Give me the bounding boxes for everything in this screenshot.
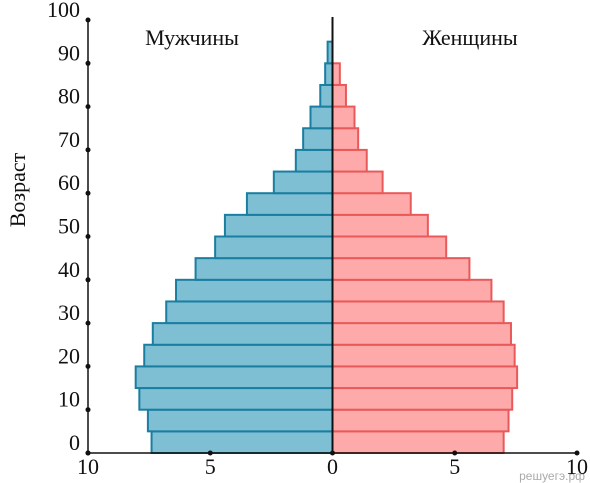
y-tick — [85, 60, 91, 66]
bar — [331, 148, 368, 173]
x-tick-label: 10 — [77, 454, 99, 479]
bar — [331, 300, 505, 325]
y-tick — [85, 147, 91, 153]
bar — [331, 192, 412, 216]
y-tick — [85, 277, 91, 283]
bar — [331, 105, 356, 130]
x-tick — [330, 450, 335, 456]
bar — [331, 343, 516, 368]
bar — [331, 213, 429, 238]
bar — [331, 257, 471, 281]
y-tick — [85, 320, 91, 326]
y-tick-label: 0 — [69, 430, 80, 455]
bar — [331, 387, 514, 411]
y-tick-label: 50 — [58, 214, 80, 239]
x-tick — [452, 450, 458, 456]
bar — [138, 387, 334, 411]
bar — [165, 300, 334, 325]
bar — [134, 365, 334, 390]
y-tick-label: 70 — [58, 127, 80, 152]
bar — [331, 62, 341, 86]
bar — [331, 278, 493, 303]
watermark: решуегэ.рф — [519, 469, 585, 483]
bar — [194, 257, 334, 281]
bar — [214, 235, 334, 260]
x-tick-label: 0 — [327, 454, 338, 479]
y-tick-label: 80 — [58, 84, 80, 109]
bar — [146, 408, 334, 433]
y-tick — [85, 234, 91, 239]
bar — [319, 83, 334, 108]
x-tick — [85, 450, 91, 456]
x-tick — [574, 450, 580, 456]
bar — [331, 408, 510, 433]
bar — [272, 170, 334, 195]
y-tick-label: 60 — [58, 170, 80, 195]
y-axis-label: Возраст — [5, 152, 30, 227]
x-tick-label: 5 — [449, 454, 460, 479]
y-tick-label: 10 — [58, 387, 80, 412]
bar — [331, 365, 519, 390]
bar — [324, 62, 334, 86]
bar — [331, 430, 505, 455]
x-tick — [207, 450, 213, 456]
bar — [331, 170, 384, 195]
y-tick-label: 20 — [58, 343, 80, 368]
y-tick-label: 30 — [58, 300, 80, 325]
bar — [150, 430, 334, 455]
bar — [294, 148, 334, 173]
bar — [331, 127, 360, 151]
x-tick-label: 5 — [205, 454, 216, 479]
bar — [223, 213, 334, 238]
bar — [331, 322, 512, 346]
bar — [331, 235, 448, 260]
bar — [331, 83, 347, 108]
bar — [151, 322, 334, 346]
x-tick-label: 10 — [566, 454, 588, 479]
y-tick — [85, 363, 91, 369]
bar — [309, 105, 334, 130]
legend-label: Женщины — [422, 25, 518, 50]
bar — [143, 343, 334, 368]
y-tick — [85, 17, 91, 23]
y-tick-label: 40 — [58, 257, 80, 282]
bar — [302, 127, 334, 151]
y-tick — [85, 407, 91, 413]
y-tick — [85, 104, 91, 110]
y-tick — [85, 190, 91, 196]
y-tick-label: 100 — [47, 0, 80, 22]
bar — [175, 278, 334, 303]
bar — [245, 192, 334, 216]
y-tick-label: 90 — [58, 40, 80, 65]
legend-label: Мужчины — [145, 25, 239, 50]
